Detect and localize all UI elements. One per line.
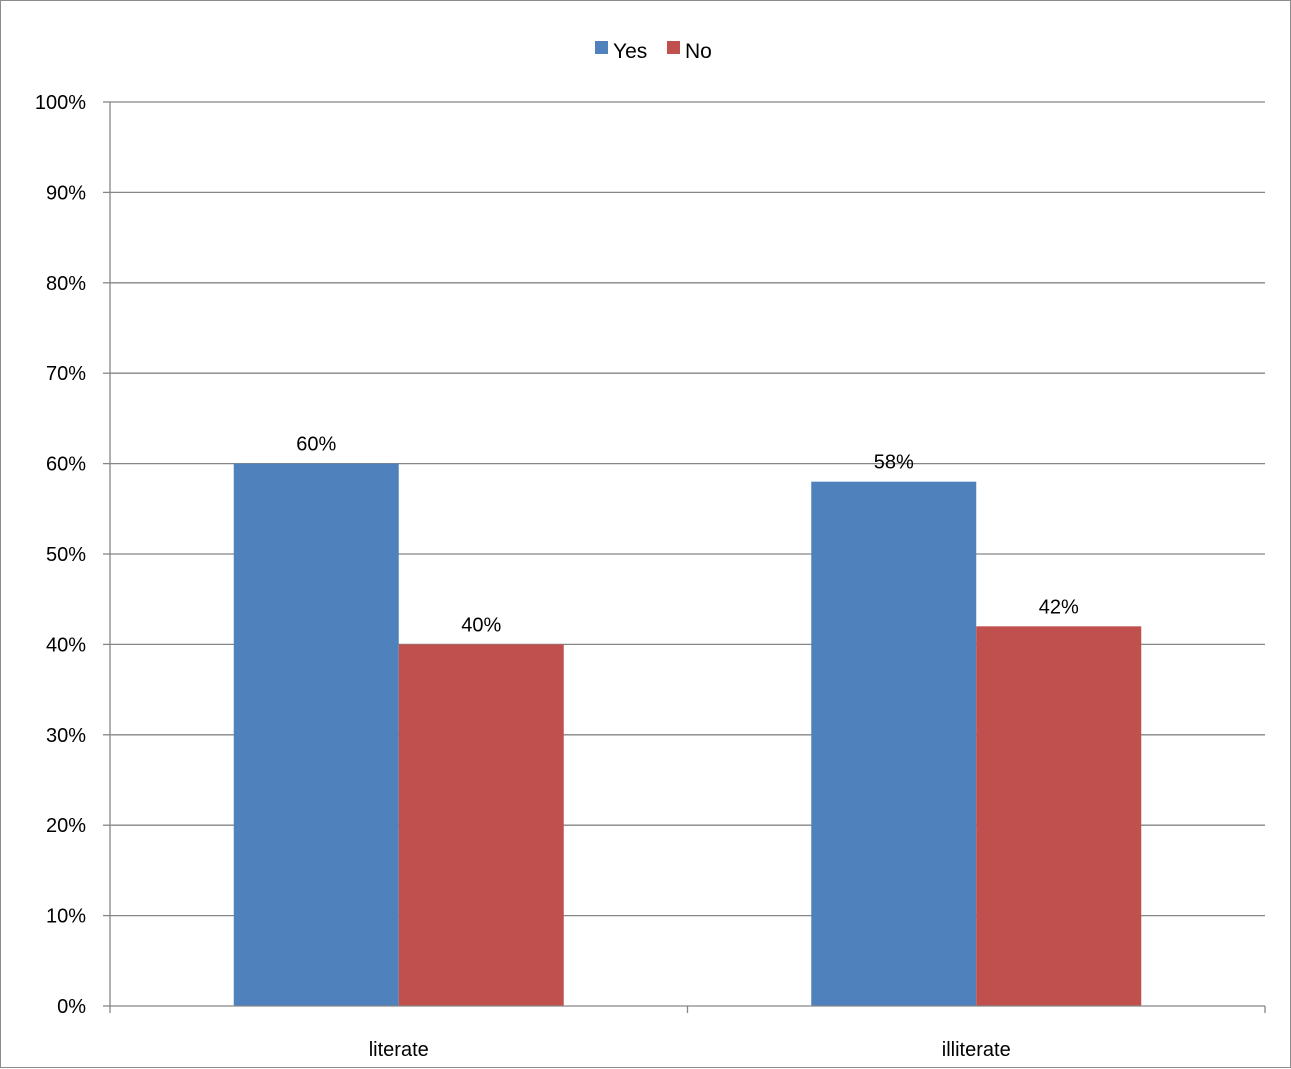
bar-no-illiterate — [976, 626, 1142, 1006]
y-tick-label: 50% — [46, 544, 86, 566]
legend: Yes No — [595, 40, 712, 63]
y-tick-label: 90% — [46, 182, 86, 204]
x-category-label: illiterate — [942, 1039, 1011, 1061]
data-labels: 60% 40% 58% 42% — [296, 434, 1079, 637]
data-label: 40% — [461, 614, 501, 636]
axes — [109, 102, 1266, 1013]
bar-no-literate — [398, 644, 564, 1006]
bars — [233, 463, 1142, 1007]
y-tick-label: 30% — [46, 725, 86, 747]
y-tick-label: 10% — [46, 906, 86, 928]
bar-yes-literate — [233, 463, 399, 1007]
x-category-label: literate — [369, 1039, 429, 1061]
y-axis-tick-labels: 0% 10% 20% 30% 40% 50% 60% 70% 80% 90% 100% — [35, 92, 86, 1018]
y-tick-label: 100% — [35, 92, 86, 114]
legend-swatch-no — [667, 41, 680, 54]
y-tick-label: 60% — [46, 454, 86, 476]
y-tick-label: 80% — [46, 273, 86, 295]
y-tick-label: 40% — [46, 634, 86, 656]
legend-swatch-yes — [595, 41, 608, 54]
legend-label-no: No — [685, 40, 712, 63]
x-axis-category-labels: literate illiterate — [369, 1039, 1011, 1061]
y-tick-label: 20% — [46, 815, 86, 837]
y-tick-label: 0% — [57, 996, 86, 1018]
legend-label-yes: Yes — [613, 40, 647, 63]
data-label: 60% — [296, 434, 336, 456]
data-label: 58% — [874, 452, 914, 474]
bar-yes-illiterate — [811, 481, 977, 1006]
data-label: 42% — [1039, 596, 1079, 618]
y-tick-label: 70% — [46, 363, 86, 385]
